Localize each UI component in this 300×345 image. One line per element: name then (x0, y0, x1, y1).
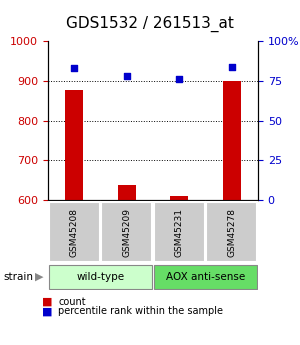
Bar (170, 196, 188, 200)
Text: count: count (58, 297, 86, 307)
Text: GSM45209: GSM45209 (122, 207, 131, 257)
Bar (206, 202, 257, 262)
Point (124, 73, 129, 79)
Bar (154, 265, 257, 289)
Text: GSM45208: GSM45208 (70, 207, 79, 257)
Point (177, 77, 182, 82)
Text: strain: strain (3, 272, 33, 282)
Text: GSM45231: GSM45231 (175, 207, 184, 257)
Bar (65, 90, 83, 200)
Text: percentile rank within the sample: percentile rank within the sample (58, 306, 224, 316)
Text: GSM45278: GSM45278 (227, 207, 236, 257)
Bar (49, 202, 100, 262)
Text: ■: ■ (42, 306, 52, 316)
Text: GDS1532 / 261513_at: GDS1532 / 261513_at (66, 16, 234, 32)
Text: wild-type: wild-type (76, 272, 124, 282)
Bar (118, 185, 136, 200)
Bar (101, 202, 152, 262)
Point (230, 64, 234, 70)
Text: ■: ■ (42, 297, 52, 307)
Point (72, 66, 77, 71)
Bar (49, 265, 152, 289)
Text: ▶: ▶ (34, 272, 43, 282)
Text: AOX anti-sense: AOX anti-sense (166, 272, 245, 282)
Bar (154, 202, 205, 262)
Bar (223, 81, 241, 200)
